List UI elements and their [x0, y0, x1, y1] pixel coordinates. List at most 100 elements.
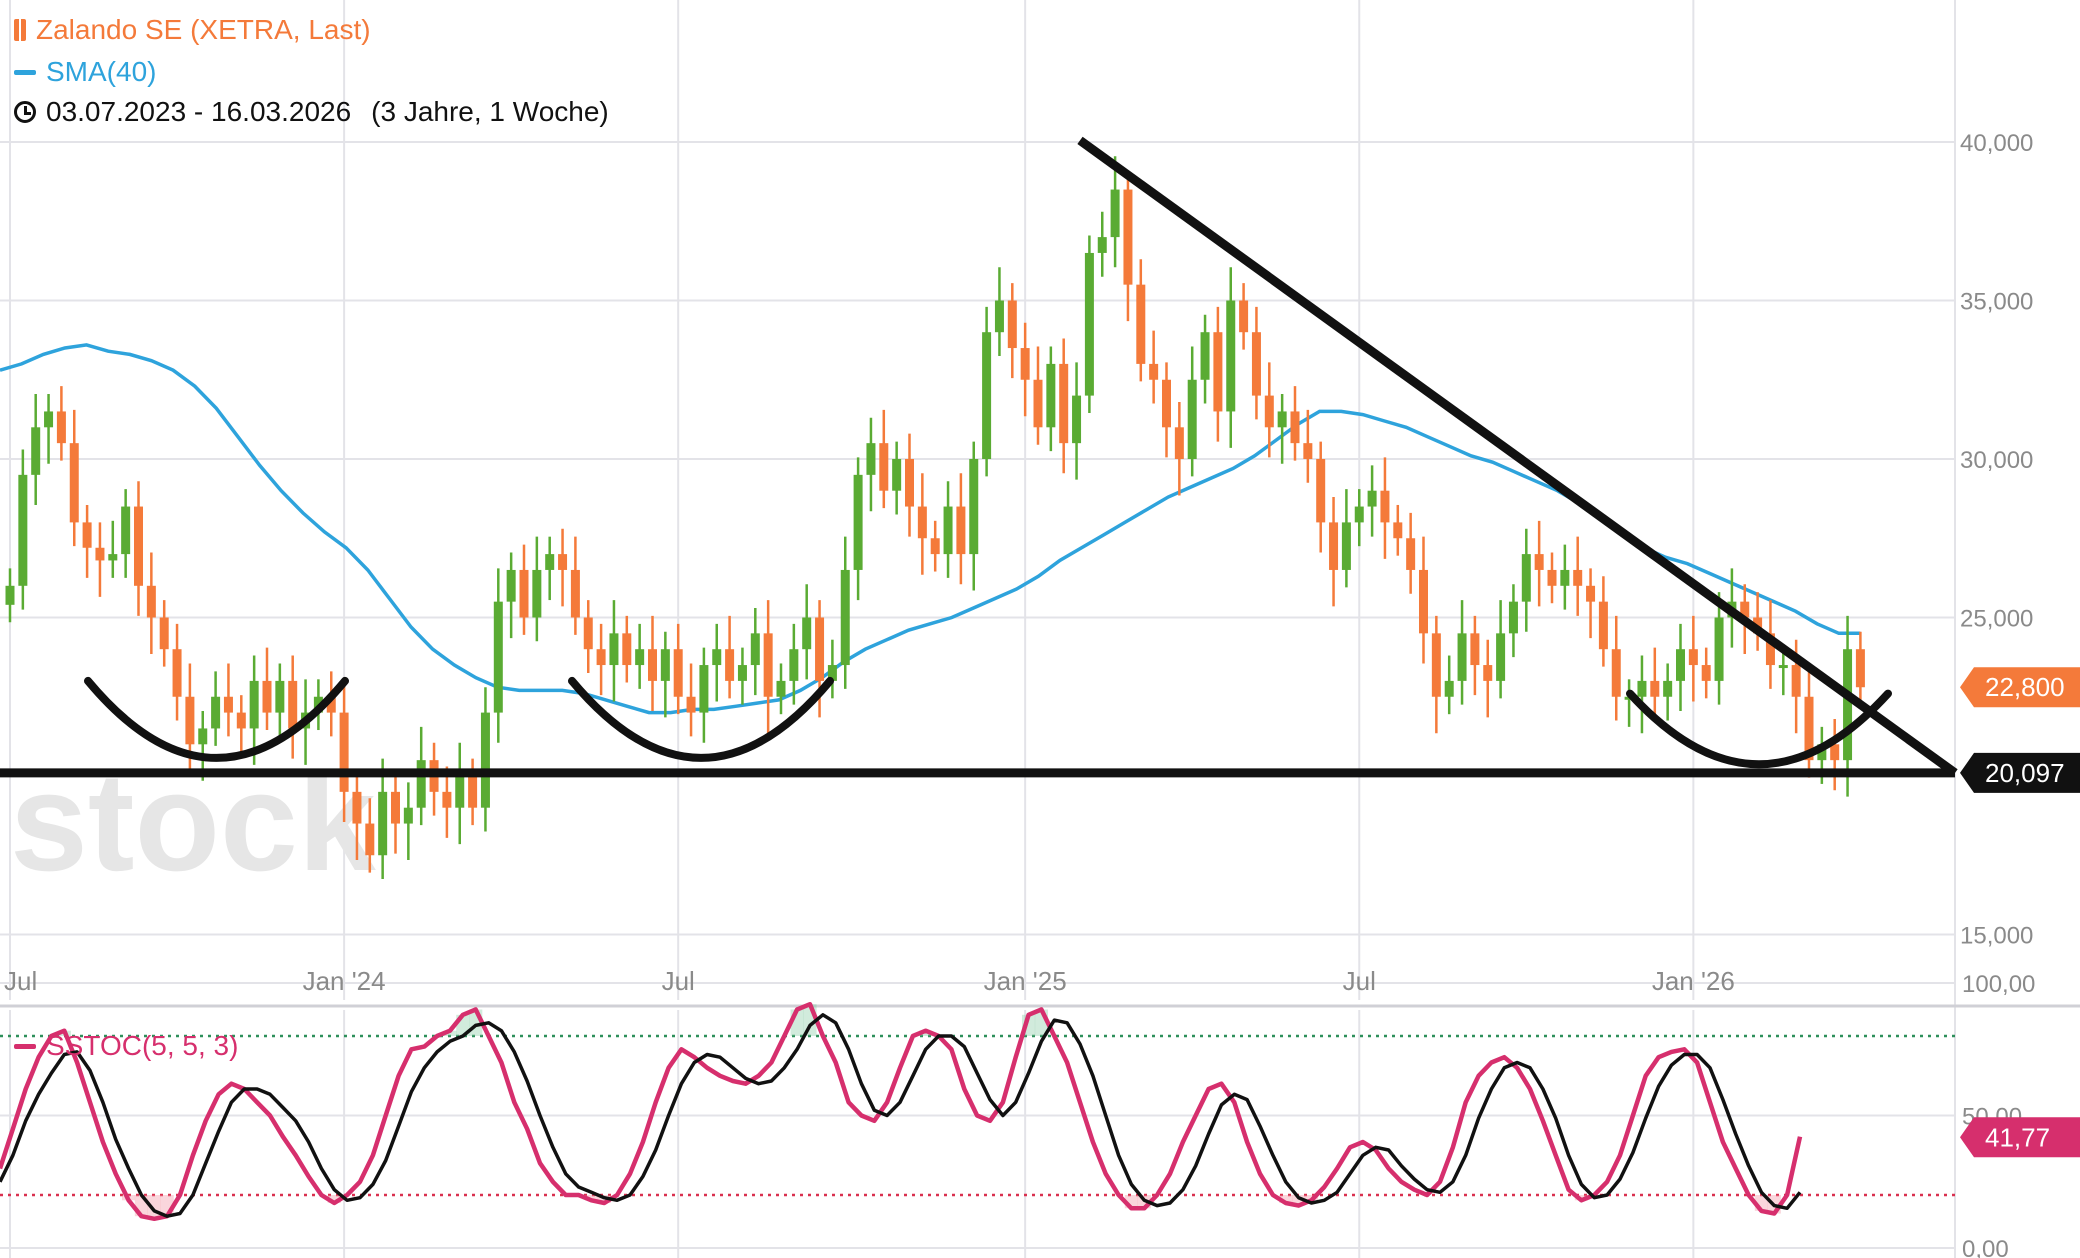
candle-up [840, 569, 850, 666]
time-axis-tick: Jul [4, 966, 37, 996]
candle-up [866, 443, 876, 475]
candle-down [570, 569, 580, 618]
legend-oscillator[interactable]: SSTOC(5, 5, 3) [14, 1030, 238, 1062]
candle-down [1380, 490, 1390, 523]
candle-up [1046, 363, 1056, 428]
candle-down [956, 506, 966, 555]
candle-up [699, 665, 709, 713]
candle-down [930, 538, 940, 555]
candle-down [558, 554, 568, 570]
candle-up [776, 680, 786, 697]
candle-down [1855, 649, 1865, 688]
candle-down [1830, 744, 1840, 761]
candle-down [56, 411, 66, 444]
oscillator-legend-icon [14, 1043, 36, 1049]
candle-down [82, 522, 92, 548]
candle-down [622, 633, 632, 666]
candle-down [339, 712, 349, 792]
sma-layer [0, 343, 1861, 715]
candle-down [1290, 411, 1300, 444]
candle-up [506, 569, 516, 602]
candle-down [1393, 522, 1403, 539]
candle-down [1791, 665, 1801, 697]
candle-up [1714, 617, 1724, 681]
candle-up [789, 649, 799, 681]
rounded-bottom-3 [1626, 689, 1892, 769]
candle-up [44, 411, 54, 428]
candle-up [249, 680, 259, 729]
candle-up [1354, 506, 1364, 523]
candle-down [134, 506, 143, 586]
overbought-fill [919, 1030, 933, 1036]
sma-line [0, 343, 1861, 715]
candle-up [1843, 649, 1853, 761]
rounded-bottom-1 [84, 676, 349, 762]
candle-down [1573, 569, 1583, 586]
legend-oscillator-label: SSTOC(5, 5, 3) [46, 1030, 239, 1061]
candle-up [892, 459, 902, 491]
candle-up [18, 474, 28, 586]
candle-down [1470, 633, 1480, 666]
legend-sma[interactable]: SMA(40) [14, 56, 156, 88]
stoch-k-line [0, 1001, 1803, 1222]
candle-down [172, 649, 182, 697]
candle-down [1406, 538, 1416, 570]
candle-up [275, 680, 285, 713]
stochastic-layer [0, 1001, 1803, 1222]
candle-down [1174, 427, 1184, 459]
support-price-tag-shape [1960, 752, 2080, 793]
price-axis-tick: 25,000 [1960, 606, 2033, 633]
candle-up [853, 474, 863, 570]
candle-up [635, 649, 645, 666]
candle-up [1676, 649, 1685, 681]
price-tags: 22,800 20,097 41,77 [1960, 667, 2080, 1158]
candle-down [442, 791, 452, 808]
candle-down [1251, 332, 1261, 396]
candle-legend-icon [14, 19, 26, 41]
candle-up [1097, 237, 1107, 253]
candle-up [532, 569, 542, 618]
candle-down [1149, 363, 1159, 380]
candle-down [1033, 379, 1043, 428]
last-price-tag-shape [1960, 667, 2080, 708]
oversold-fill [327, 1195, 341, 1203]
candle-up [108, 554, 118, 561]
candle-down [1598, 601, 1608, 650]
candle-up [1560, 569, 1570, 586]
candle-down [391, 791, 400, 824]
price-axis-tick: 40,000 [1960, 130, 2033, 157]
clock-icon [14, 101, 36, 123]
candle-down [1059, 363, 1069, 444]
legend-period-note: (3 Jahre, 1 Woche) [371, 96, 609, 127]
candle-up [416, 760, 426, 808]
rounded-bottom-2 [568, 676, 834, 762]
candle-down [1740, 601, 1750, 618]
price-axis-tick: 15,000 [1960, 923, 2033, 950]
candle-up [737, 665, 747, 681]
candle-up [1521, 554, 1531, 602]
candle-down [583, 617, 593, 650]
candle-down [262, 680, 272, 713]
candle-up [969, 459, 979, 555]
candle-down [1007, 300, 1017, 349]
candle-up [1457, 633, 1467, 681]
candle-up [1110, 189, 1120, 238]
candle-down [1020, 348, 1030, 380]
support-price-tag: 20,097 [1960, 752, 2080, 793]
candle-down [352, 791, 362, 824]
support-price-tag-text: 20,097 [1985, 758, 2065, 788]
candle-down [1483, 665, 1493, 681]
legend-sma-label: SMA(40) [46, 56, 157, 87]
candle-up [1444, 680, 1454, 697]
time-axis-tick: Jul [662, 966, 695, 996]
candle-up [121, 506, 131, 555]
oscillator-value-text: 41,77 [1985, 1122, 2050, 1152]
candle-up [403, 807, 413, 824]
candle-down [673, 649, 683, 697]
candle-down [185, 696, 195, 745]
candle-down [1316, 459, 1326, 523]
price-axis-tick: 35,000 [1960, 289, 2033, 316]
legend-instrument[interactable]: Zalando SE (XETRA, Last) [14, 14, 371, 46]
